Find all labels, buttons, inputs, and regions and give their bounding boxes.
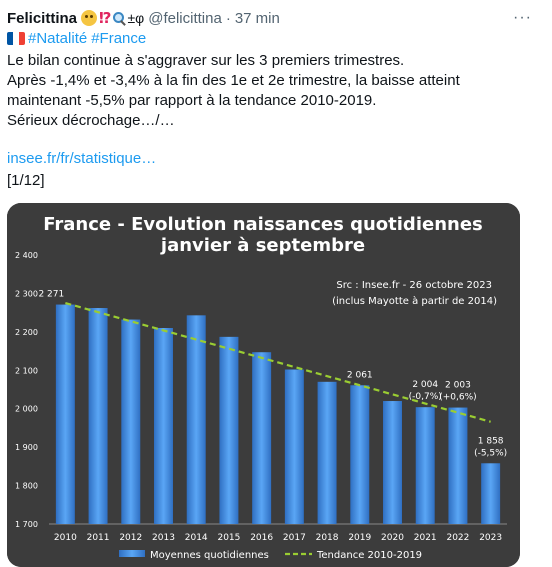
post-time[interactable]: 37 min: [234, 9, 280, 27]
x-tick-label: 2022: [446, 533, 469, 543]
x-tick-label: 2016: [250, 533, 273, 543]
legend-swatch-bars: [119, 550, 145, 557]
hashtag-natalite[interactable]: #Natalité: [28, 30, 88, 47]
bar-2020: [383, 401, 402, 524]
bar-2011: [88, 308, 108, 524]
bar-2014: [186, 315, 206, 524]
tweet-text-line: Le bilan continue à s'aggraver sur les 3…: [7, 52, 405, 69]
author-handle[interactable]: @felicittina: [148, 9, 222, 27]
data-label-2023: (-5,5%): [474, 448, 507, 458]
bar-2015: [219, 336, 239, 524]
bar-2010: [55, 304, 75, 524]
bar-2016: [252, 352, 272, 524]
chart-source-note: (inclus Mayotte à partir de 2014): [332, 295, 497, 307]
data-label-2023: 1 858: [478, 436, 504, 446]
hashtag-line: #Natalité #France: [7, 30, 150, 47]
bar-2019: [350, 385, 370, 524]
chart-source: Src : Insee.fr - 26 octobre 2023: [336, 280, 492, 291]
chart-subtitle: janvier à septembre: [160, 235, 365, 256]
france-flag-icon: [7, 32, 25, 45]
trend-line: [65, 301, 491, 423]
separator-dot: ·: [225, 9, 231, 27]
legend-label-bars: Moyennes quotidiennes: [150, 550, 269, 561]
x-tick-label: 2021: [414, 533, 437, 543]
y-tick-label: 2 200: [15, 328, 38, 337]
x-tick-label: 2017: [283, 533, 306, 543]
y-tick-label: 1 800: [15, 482, 38, 491]
x-tick-label: 2014: [185, 533, 208, 543]
hashtag-france[interactable]: #France: [91, 30, 147, 47]
y-tick-label: 2 100: [15, 366, 38, 375]
y-tick-label: 2 000: [15, 405, 38, 414]
y-tick-label: 2 300: [15, 289, 38, 298]
x-tick-label: 2018: [316, 533, 339, 543]
bar-2017: [284, 369, 304, 524]
exclamation-question-icon: ⁉: [99, 10, 112, 27]
tweet-text-line: Sérieux décrochage…/…: [7, 112, 175, 129]
data-label-2021: (-0,7%): [409, 392, 442, 402]
tweet-text-line: maintenant -5,5% par rapport à la tendan…: [7, 92, 377, 109]
tweet-header: Felicittina ⁉ ±φ @felicittina · 37 min: [7, 7, 542, 29]
x-tick-label: 2019: [348, 533, 371, 543]
magnifying-glass-icon: [113, 12, 125, 24]
y-tick-label: 1 900: [15, 443, 38, 452]
bar-2021: [415, 407, 435, 524]
x-tick-label: 2010: [54, 533, 77, 543]
bar-2018: [317, 381, 337, 524]
data-label-2022: 2 003: [445, 381, 471, 391]
more-options-button[interactable]: ···: [513, 9, 532, 26]
data-label-2022: (+0,6%): [439, 393, 476, 403]
births-chart: France - Evolution naissances quotidienn…: [7, 203, 520, 567]
thread-counter: [1/12]: [7, 172, 45, 189]
bar-2013: [154, 328, 173, 524]
bar-2022: [448, 407, 468, 524]
data-label-2019: 2 061: [347, 370, 373, 380]
data-label-2010: 2 271: [38, 290, 64, 300]
plus-minus-phi: ±φ: [127, 10, 145, 26]
x-tick-label: 2013: [152, 533, 175, 543]
tweet-text: Le bilan continue à s'aggraver sur les 3…: [7, 51, 527, 131]
insee-link[interactable]: insee.fr/fr/statistique…: [7, 150, 157, 167]
legend-label-trend: Tendance 2010-2019: [316, 550, 422, 561]
x-tick-label: 2020: [381, 533, 404, 543]
y-tick-label: 1 700: [15, 520, 38, 529]
tweet-text-line: Après -1,4% et -3,4% à la fin des 1e et …: [7, 72, 460, 89]
chart-image[interactable]: France - Evolution naissances quotidienn…: [7, 203, 520, 567]
x-tick-label: 2015: [217, 533, 240, 543]
bar-2012: [121, 319, 141, 524]
chart-title: France - Evolution naissances quotidienn…: [43, 214, 483, 235]
data-label-2021: 2 004: [412, 380, 438, 390]
x-tick-label: 2011: [87, 533, 110, 543]
bar-2023: [481, 463, 501, 524]
author-name[interactable]: Felicittina: [7, 9, 78, 27]
thinking-face-icon: [81, 10, 98, 26]
name-emojis: ⁉ ±φ: [81, 9, 144, 27]
y-tick-label: 2 400: [15, 251, 38, 260]
x-tick-label: 2012: [119, 533, 142, 543]
x-tick-label: 2023: [479, 533, 502, 543]
